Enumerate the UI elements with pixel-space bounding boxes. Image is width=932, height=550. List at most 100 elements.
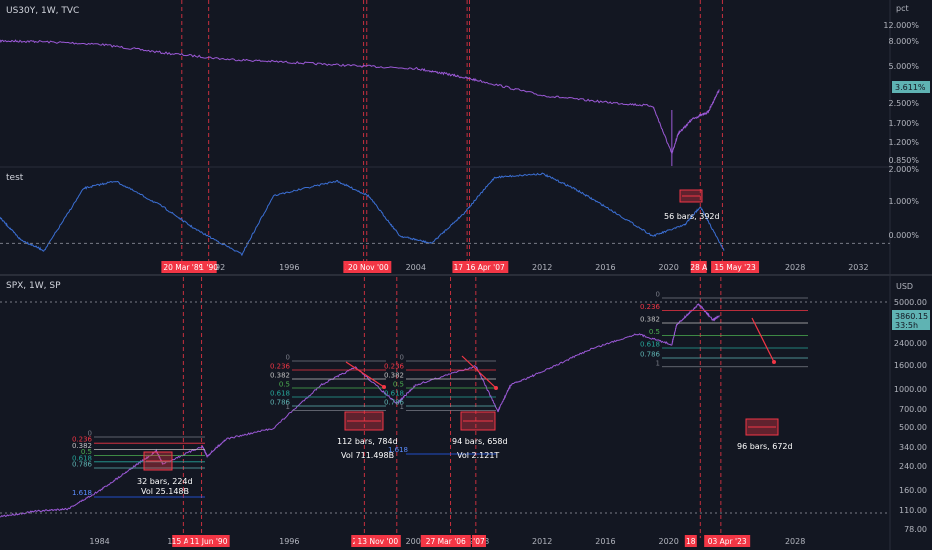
pane1-axis-unit: pct xyxy=(896,4,909,13)
us30y-pane xyxy=(0,39,720,166)
pane3-y-tick: 1600.00 xyxy=(894,361,927,370)
pane3-y-tick: 160.00 xyxy=(899,486,927,495)
pane1-y-tick: 0.850% xyxy=(888,156,919,165)
top-time-label: 2012 xyxy=(532,263,552,272)
pane3-y-tick: 700.00 xyxy=(899,405,927,414)
pane3-y-tick: 2400.00 xyxy=(894,339,927,348)
fib-extension-label: 1.618 xyxy=(72,489,92,497)
top-time-highlight-bg xyxy=(200,261,217,273)
fib-level-label: 0.5 xyxy=(393,381,404,389)
pane3-title[interactable]: SPX, 1W, SP xyxy=(6,281,61,291)
pane3-axis-unit: USD xyxy=(896,282,913,291)
fib-level-label: 1 xyxy=(656,359,660,367)
pane1-y-tick: 8.000% xyxy=(888,37,919,46)
pane3-y-tick: 78.00 xyxy=(904,525,927,534)
pane3-y-tick: 1000.00 xyxy=(894,385,927,394)
fib-level-label: 0 xyxy=(656,291,660,299)
bottom-time-label: 2004 xyxy=(406,537,426,546)
volume-label: Vol 2.121T xyxy=(457,451,499,460)
top-time-label: 2020 xyxy=(659,263,679,272)
bottom-time-highlight-bg xyxy=(187,535,230,547)
fib-level-label: 0.786 xyxy=(270,399,291,407)
axes: 12.000%8.000%5.000%2.500%1.700%1.200%0.8… xyxy=(89,21,927,547)
pane1-y-tick: 5.000% xyxy=(888,62,919,71)
fib-level-label: 0.236 xyxy=(270,363,291,371)
fib-level-label: 0.618 xyxy=(270,390,290,398)
fib-level-label: 0.786 xyxy=(640,351,661,359)
pane2-title[interactable]: test xyxy=(6,173,24,183)
top-time-highlight: 20 Mar '89 xyxy=(163,263,203,272)
us30y-series-line xyxy=(0,39,720,154)
bottom-time-highlight: 11 Jun '90 xyxy=(190,537,228,546)
bottom-time-highlight-bg xyxy=(684,535,697,547)
measure-label: 96 bars, 672d xyxy=(737,442,793,451)
fib-level-label: 0.382 xyxy=(270,372,290,380)
bottom-time-highlight: 18 xyxy=(686,537,696,546)
bottom-time-label: 2020 xyxy=(659,537,679,546)
top-time-label: 2004 xyxy=(406,263,426,272)
measure-label: 94 bars, 658d xyxy=(452,437,508,446)
pane3-y-tick: 340.00 xyxy=(899,443,927,452)
pane3-y-tick: 240.00 xyxy=(899,462,927,471)
top-time-highlight: 20 Nov '00 xyxy=(348,263,389,272)
pane3-price-badge-bg xyxy=(892,310,930,330)
bottom-time-highlight-bg xyxy=(471,535,486,547)
pane1-price-badge-bg xyxy=(892,81,930,93)
trend-arrow xyxy=(751,317,775,363)
pane2-y-tick: 2.000% xyxy=(888,165,919,174)
top-time-highlight-bg xyxy=(161,261,206,273)
top-time-highlight-bg xyxy=(711,261,760,273)
pane1-y-tick: 12.000% xyxy=(883,21,919,30)
fib-level-label: 1 xyxy=(400,403,404,411)
top-time-label: 2028 xyxy=(785,263,805,272)
test-series-line xyxy=(0,172,725,257)
bottom-time-highlight-bg xyxy=(172,535,189,547)
pane3-price-badge: 3860.15 xyxy=(895,312,928,321)
volume-label: Vol 711.498B xyxy=(341,451,394,460)
pane3-price-badge-countdown: 33:5h xyxy=(895,321,918,330)
fib-level-label: 0 xyxy=(88,430,92,438)
top-time-highlight-bg xyxy=(452,261,465,273)
measure-label: 32 bars, 224d xyxy=(137,477,193,486)
fib-extension-label: 1.618 xyxy=(388,446,408,454)
fib-level-label: 0.382 xyxy=(384,372,404,380)
trend-arrow-head xyxy=(382,385,386,389)
bottom-time-highlight-bg xyxy=(354,535,401,547)
fib-level-label: 0 xyxy=(400,354,404,362)
trend-arrow-head xyxy=(494,386,498,390)
spx-series-line xyxy=(0,303,720,518)
vertical-markers xyxy=(181,0,723,538)
bottom-time-highlight: 03 Apr '23 xyxy=(708,537,747,546)
fib-level-label: 0.618 xyxy=(72,454,92,462)
fib-level-label: 0.382 xyxy=(640,316,660,324)
top-time-highlight-bg xyxy=(690,261,707,273)
pane1-y-tick: 2.500% xyxy=(888,99,919,108)
fib-level-label: 0.786 xyxy=(384,399,405,407)
trend-arrow-head xyxy=(772,360,776,364)
pane3-y-tick: 110.00 xyxy=(899,506,927,515)
bottom-time-label: 2012 xyxy=(532,537,552,546)
trend-arrow xyxy=(345,361,385,388)
fib-level-label: 0.618 xyxy=(640,341,660,349)
fib-level-label: 1 xyxy=(286,403,290,411)
fib-level-label: 0.5 xyxy=(279,381,290,389)
volume-label: Vol 25.148B xyxy=(141,487,189,496)
pane2-y-tick: 0.000% xyxy=(888,231,919,240)
top-time-highlight: 28 A xyxy=(690,263,708,272)
fib-level-label: 0.618 xyxy=(384,390,404,398)
top-time-highlight-bg xyxy=(345,261,392,273)
trend-arrow xyxy=(461,355,497,389)
bottom-time-label: 1996 xyxy=(279,537,299,546)
top-time-highlight-bg xyxy=(462,261,509,273)
fib-level-label: 0.5 xyxy=(649,328,660,336)
pane2-y-tick: 1.000% xyxy=(888,197,919,206)
top-time-highlight: 15 May '23 xyxy=(714,263,756,272)
pane1-title[interactable]: US30Y, 1W, TVC xyxy=(6,6,79,16)
fib-level-label: 0 xyxy=(286,354,290,362)
pane3-y-tick: 500.00 xyxy=(899,423,927,432)
